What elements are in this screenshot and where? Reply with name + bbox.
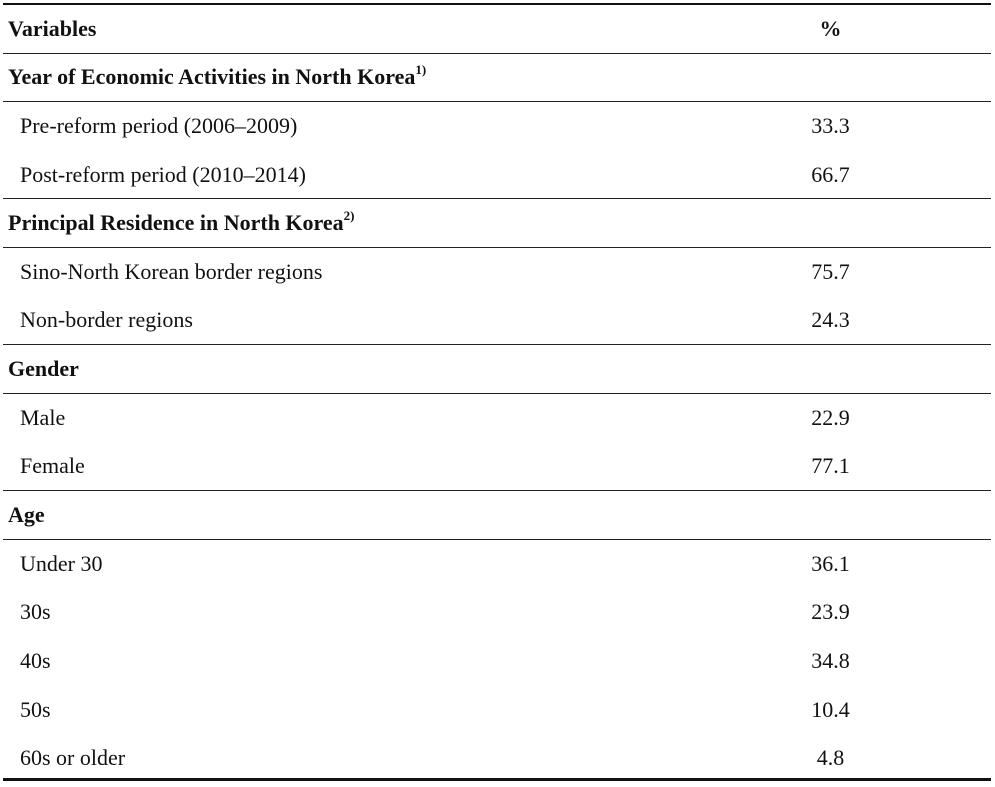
table-row: Sino-North Korean border regions 75.7 (3, 248, 991, 297)
table-row: Female 77.1 (3, 442, 991, 491)
variables-column-header: Variables (8, 15, 97, 41)
table-row: 30s 23.9 (3, 588, 991, 637)
section-title: Year of Economic Activities in North Kor… (3, 62, 683, 90)
row-value: 66.7 (811, 161, 850, 187)
row-value: 75.7 (811, 259, 850, 285)
section-header-row: Principal Residence in North Korea2) (3, 199, 991, 248)
row-value: 36.1 (811, 550, 850, 576)
table-row: Pre-reform period (2006–2009) 33.3 (3, 102, 991, 151)
row-label: 60s or older (20, 745, 126, 771)
table-row: 60s or older 4.8 (3, 734, 991, 783)
section-title-text: Year of Economic Activities in North Kor… (8, 64, 416, 90)
row-label: Sino-North Korean border regions (20, 259, 323, 285)
section-title-text: Principal Residence in North Korea (8, 210, 344, 236)
row-value: 23.9 (811, 599, 850, 625)
row-value: 10.4 (811, 696, 850, 722)
table-row: 40s 34.8 (3, 637, 991, 686)
percent-column-header: % (819, 15, 842, 41)
section-title: Principal Residence in North Korea2) (3, 207, 683, 236)
row-label: Non-border regions (20, 307, 193, 333)
row-label: Male (20, 405, 66, 431)
row-value: 34.8 (811, 648, 850, 674)
section-header-row: Age (3, 491, 991, 540)
row-value: 22.9 (811, 405, 850, 431)
row-label: Female (20, 453, 85, 479)
row-label: Pre-reform period (2006–2009) (20, 113, 298, 139)
row-label: Under 30 (20, 550, 103, 576)
row-label: 50s (20, 696, 51, 722)
table-row: Non-border regions 24.3 (3, 297, 991, 346)
section-header-row: Year of Economic Activities in North Kor… (3, 54, 991, 103)
row-value: 33.3 (811, 113, 850, 139)
section-footnote-marker: 2) (343, 207, 355, 223)
section-title: Age (8, 501, 45, 527)
row-label: Post-reform period (2010–2014) (20, 161, 306, 187)
section-title: Gender (8, 355, 79, 381)
row-label: 40s (20, 648, 51, 674)
table-row: 50s 10.4 (3, 685, 991, 734)
respondent-characteristics-table: Variables % Year of Economic Activities … (3, 3, 991, 781)
table-row: Post-reform period (2010–2014) 66.7 (3, 151, 991, 200)
row-value: 4.8 (816, 745, 845, 771)
section-header-row: Gender (3, 345, 991, 394)
table-row: Male 22.9 (3, 394, 991, 443)
row-value: 24.3 (811, 307, 850, 333)
section-footnote-marker: 1) (415, 62, 427, 78)
table-row: Under 30 36.1 (3, 540, 991, 589)
row-value: 77.1 (811, 453, 850, 479)
table-header-row: Variables % (3, 5, 991, 54)
row-label: 30s (20, 599, 51, 625)
